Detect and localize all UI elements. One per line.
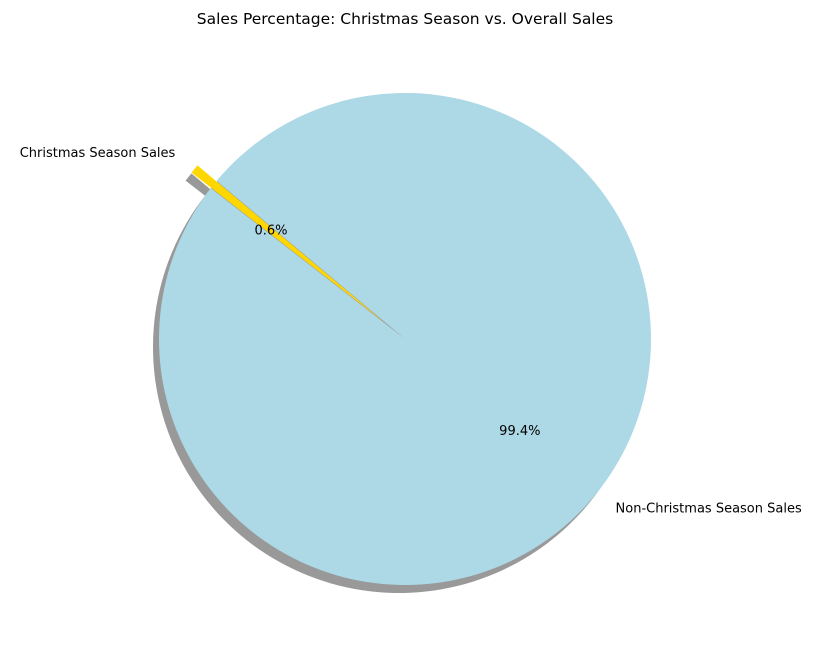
pie-slices <box>158 93 651 586</box>
slice-label-non-christmas-season-sales: Non-Christmas Season Sales <box>616 502 802 517</box>
slice-label-christmas-season-sales: Christmas Season Sales <box>20 146 176 161</box>
slice-non-christmas-season-sales <box>158 93 651 586</box>
slice-christmas-season-sales <box>191 165 386 324</box>
pie-labels: Christmas Season Sales 0.6% Non-Christmas … <box>20 146 802 516</box>
slice-percent-non-christmas-season-sales: 99.4% <box>499 424 540 439</box>
slice-percent-christmas-season-sales: 0.6% <box>255 223 288 238</box>
chart-title: Sales Percentage: Christmas Season vs. O… <box>197 10 613 28</box>
